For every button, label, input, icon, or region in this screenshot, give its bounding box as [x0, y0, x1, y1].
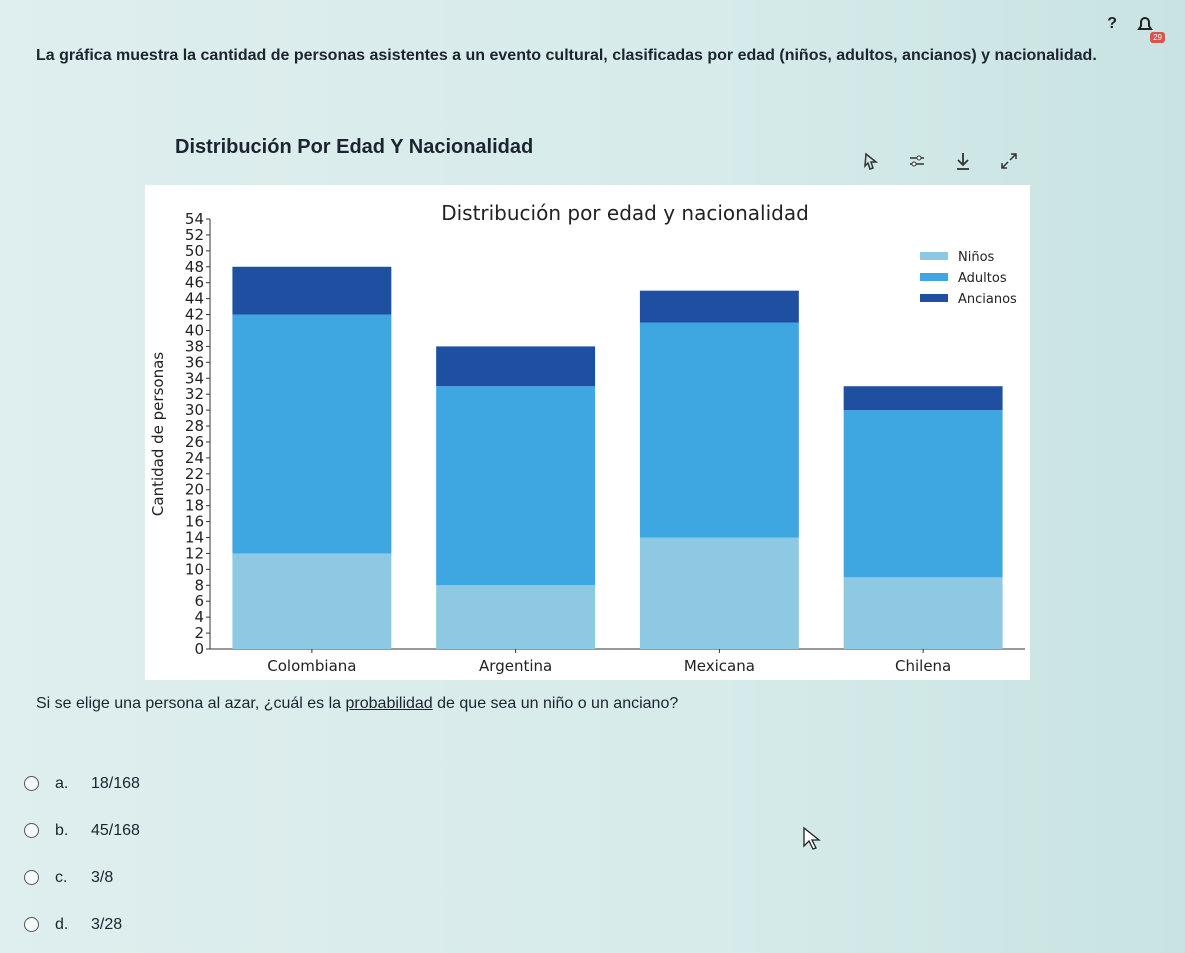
y-tick-label: 40 [185, 321, 204, 339]
y-tick-label: 36 [185, 353, 204, 371]
y-tick-label: 46 [185, 274, 204, 292]
y-tick-label: 54 [185, 210, 204, 228]
question-part-1: Si se elige una persona al azar, ¿cuál e… [36, 695, 346, 712]
legend-label: Ancianos [958, 292, 1017, 307]
y-tick-label: 48 [185, 258, 204, 276]
legend-swatch [920, 273, 948, 281]
option-b[interactable]: b. 45/168 [24, 807, 140, 854]
top-icons: ? 29 [1107, 14, 1165, 43]
y-tick-label: 22 [185, 465, 204, 483]
y-tick-label: 38 [185, 337, 204, 355]
y-tick-label: 8 [194, 576, 204, 594]
bar-segment-adultos[interactable] [639, 322, 799, 538]
option-text: 3/8 [91, 868, 114, 886]
radio-a[interactable] [24, 776, 39, 791]
question-intro: La gráfica muestra la cantidad de person… [36, 47, 1097, 64]
y-tick-label: 12 [185, 544, 204, 562]
bar-segment-ancianos[interactable] [843, 386, 1003, 411]
expand-icon[interactable] [998, 150, 1020, 172]
x-tick-label: Colombiana [267, 657, 356, 675]
y-tick-label: 42 [185, 306, 204, 324]
y-tick-label: 52 [185, 226, 204, 244]
radio-c[interactable] [24, 870, 39, 885]
legend-label: Adultos [958, 271, 1007, 286]
bar-segment-ancianos[interactable] [232, 266, 392, 315]
bar-segment-adultos[interactable] [232, 314, 392, 554]
option-letter: b. [55, 821, 69, 839]
y-tick-label: 6 [194, 592, 204, 610]
y-tick-label: 0 [194, 640, 204, 658]
option-a[interactable]: a. 18/168 [24, 760, 140, 807]
bar-segment-niños[interactable] [843, 577, 1003, 649]
legend-swatch [920, 294, 948, 302]
option-c[interactable]: c. 3/8 [24, 854, 140, 901]
y-axis-label: Cantidad de personas [149, 352, 167, 516]
x-tick-label: Mexicana [684, 657, 755, 675]
download-icon[interactable] [952, 150, 974, 172]
y-tick-label: 50 [185, 242, 204, 260]
y-tick-label: 34 [185, 369, 204, 387]
chart-title: Distribución por edad y nacionalidad [441, 201, 809, 225]
bar-segment-niños[interactable] [639, 537, 799, 649]
bar-segment-adultos[interactable] [843, 410, 1003, 578]
y-tick-label: 20 [185, 481, 204, 499]
option-letter: a. [55, 774, 69, 792]
x-tick-label: Argentina [479, 657, 552, 675]
stacked-bar-chart: Distribución por edad y nacionalidad0246… [145, 185, 1030, 680]
answer-options: a. 18/168 b. 45/168 c. 3/8 d. 3/28 [24, 760, 140, 948]
card-title: Distribución Por Edad Y Nacionalidad [175, 136, 534, 158]
legend-label: Niños [958, 250, 995, 265]
bar-segment-niños[interactable] [232, 553, 392, 649]
y-tick-label: 28 [185, 417, 204, 435]
y-tick-label: 10 [185, 560, 204, 578]
question-underlined: probabilidad [345, 695, 433, 712]
option-text: 3/28 [91, 915, 123, 933]
y-tick-label: 2 [194, 624, 204, 642]
radio-d[interactable] [24, 917, 39, 932]
option-letter: c. [55, 868, 68, 886]
bar-segment-ancianos[interactable] [436, 346, 596, 387]
settings-sliders-icon[interactable] [906, 150, 928, 172]
bar-segment-adultos[interactable] [436, 386, 596, 586]
legend-swatch [920, 252, 948, 260]
bar-segment-niños[interactable] [436, 585, 596, 649]
bell-icon[interactable]: 29 [1135, 14, 1165, 43]
notification-badge: 29 [1150, 32, 1165, 43]
y-tick-label: 24 [185, 449, 204, 467]
y-tick-label: 16 [185, 513, 204, 531]
help-icon[interactable]: ? [1107, 15, 1117, 32]
x-tick-label: Chilena [895, 657, 951, 675]
y-tick-label: 4 [194, 608, 204, 626]
y-tick-label: 44 [185, 290, 204, 308]
option-text: 45/168 [91, 821, 140, 839]
option-letter: d. [55, 915, 69, 933]
y-tick-label: 18 [185, 497, 204, 515]
mouse-cursor-icon [803, 826, 821, 850]
option-d[interactable]: d. 3/28 [24, 901, 140, 948]
y-tick-label: 32 [185, 385, 204, 403]
chart-toolbar [860, 150, 1020, 172]
pointer-tool-icon[interactable] [860, 150, 882, 172]
radio-b[interactable] [24, 823, 39, 838]
option-text: 18/168 [91, 774, 140, 792]
y-tick-label: 30 [185, 401, 204, 419]
y-tick-label: 26 [185, 433, 204, 451]
y-tick-label: 14 [185, 529, 204, 547]
bar-segment-ancianos[interactable] [639, 290, 799, 323]
question-part-2: de que sea un niño o un anciano? [432, 695, 679, 712]
question-text: Si se elige una persona al azar, ¿cuál e… [36, 695, 678, 713]
